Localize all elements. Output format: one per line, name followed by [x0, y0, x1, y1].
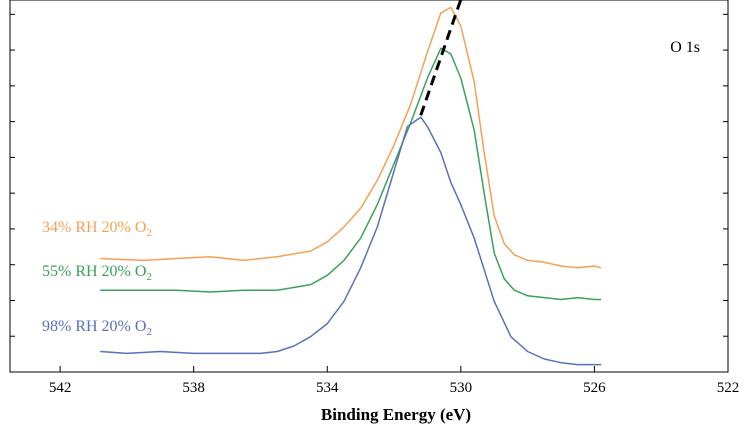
series-labels: 34% RH 20% O2 55% RH 20% O2 98% RH 20% O2 — [42, 219, 152, 338]
x-tick-label: 534 — [316, 380, 339, 396]
region-annotation: O 1s — [670, 39, 700, 56]
plot-frame — [9, 0, 729, 373]
y-axis-ticks — [10, 13, 728, 337]
series-label-2: 55% RH 20% O2 — [42, 263, 152, 283]
x-tick-label: 542 — [49, 380, 72, 396]
peak-guide-dashed-line — [419, 0, 463, 116]
x-axis-title: Binding Energy (eV) — [321, 405, 471, 424]
x-tick-label: 530 — [450, 380, 473, 396]
x-tick-label: 522 — [717, 380, 740, 396]
x-tick-label: 526 — [583, 380, 606, 396]
series-label-1: 34% RH 20% O2 — [42, 219, 152, 239]
series-label-3: 98% RH 20% O2 — [42, 318, 152, 338]
x-axis-ticks: 542 538 534 530 526 522 — [49, 366, 739, 396]
series-line-3 — [100, 116, 602, 366]
series-layer — [100, 6, 602, 366]
series-line-2 — [100, 47, 602, 301]
series-line-1 — [100, 6, 602, 269]
x-tick-label: 538 — [182, 380, 205, 396]
